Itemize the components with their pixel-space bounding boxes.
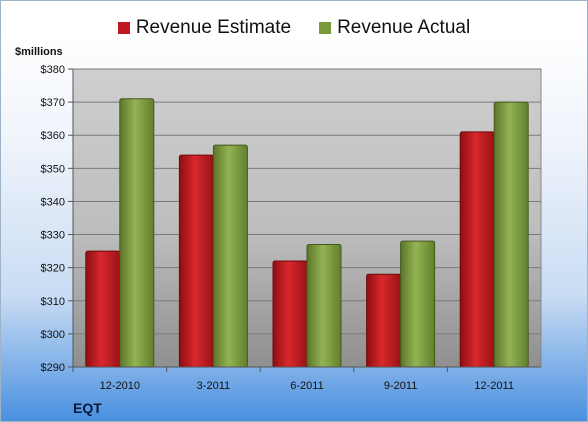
- y-tick-label: $370: [41, 97, 65, 109]
- y-tick-label: $350: [41, 163, 65, 175]
- y-tick-label: $340: [41, 196, 65, 208]
- legend: Revenue Estimate Revenue Actual: [1, 17, 587, 39]
- bar-estimate: [366, 273, 402, 368]
- ticker-label: EQT: [73, 400, 102, 416]
- bar-actual: [493, 101, 529, 368]
- y-tick-label: $290: [41, 362, 65, 374]
- y-tick-label: $360: [41, 130, 65, 142]
- y-tick-label: $330: [41, 230, 65, 242]
- bar-actual: [119, 98, 155, 368]
- y-unit-label: $millions: [15, 46, 63, 58]
- bar-estimate: [85, 250, 121, 368]
- legend-swatch-estimate: [117, 22, 130, 34]
- legend-swatch-actual: [319, 22, 332, 34]
- legend-item-actual: Revenue Actual: [319, 17, 470, 39]
- bar-estimate: [459, 131, 495, 368]
- x-tick-label: 3-2011: [197, 380, 230, 392]
- y-tick-label: $380: [41, 64, 65, 76]
- bar-actual: [212, 144, 248, 368]
- x-tick-label: 9-2011: [384, 380, 417, 392]
- x-tick-label: 6-2011: [290, 380, 323, 392]
- y-tick-label: $320: [41, 263, 65, 275]
- bar-estimate: [178, 154, 214, 368]
- y-tick-label: $300: [41, 329, 65, 341]
- x-tick-label: 12-2010: [100, 380, 140, 392]
- x-tick-label: 12-2011: [474, 380, 514, 392]
- legend-label-actual: Revenue Actual: [337, 17, 471, 38]
- legend-item-estimate: Revenue Estimate: [117, 17, 292, 39]
- legend-label-estimate: Revenue Estimate: [135, 17, 292, 38]
- y-tick-label: $310: [41, 296, 65, 308]
- bar-actual: [400, 240, 436, 368]
- bar-actual: [306, 243, 342, 368]
- bar-estimate: [272, 260, 308, 368]
